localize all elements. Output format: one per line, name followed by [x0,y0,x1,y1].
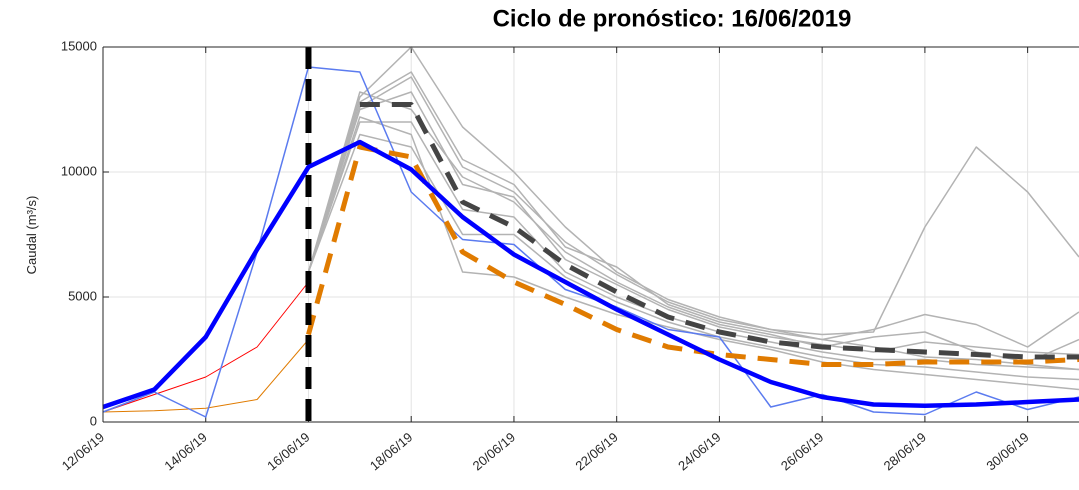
series-line [306,144,1079,367]
series-line [102,339,309,413]
x-tick-label: 28/06/19 [881,429,929,473]
series-line [102,139,1079,410]
y-tick-label: 15000 [61,38,97,53]
series-line [307,121,1079,371]
x-tick-label: 24/06/19 [675,429,723,473]
series-line [307,133,1079,381]
series-line [307,76,1079,371]
y-tick-label: 0 [90,413,97,428]
y-axis-label: Caudal (m³/s) [24,196,39,275]
x-tick-label: 20/06/19 [470,429,518,473]
series-line [307,71,1079,348]
x-tick-label: 22/06/19 [572,429,620,473]
x-tick-label: 12/06/19 [59,429,107,473]
series-line [307,91,1079,363]
y-tick-label: 10000 [61,163,97,178]
series-line [102,281,309,413]
x-tick-label: 26/06/19 [778,429,826,473]
x-tick-label: 18/06/19 [367,429,415,473]
chart-title: Ciclo de pronóstico: 16/06/2019 [493,5,852,32]
x-tick-label: 30/06/19 [983,429,1031,473]
series-line [307,46,1079,336]
y-tick-label: 5000 [68,288,97,303]
x-tick-label: 16/06/19 [264,429,312,473]
series-line [307,91,1079,356]
series-line [359,102,1079,360]
x-tick-label: 14/06/19 [161,429,209,473]
